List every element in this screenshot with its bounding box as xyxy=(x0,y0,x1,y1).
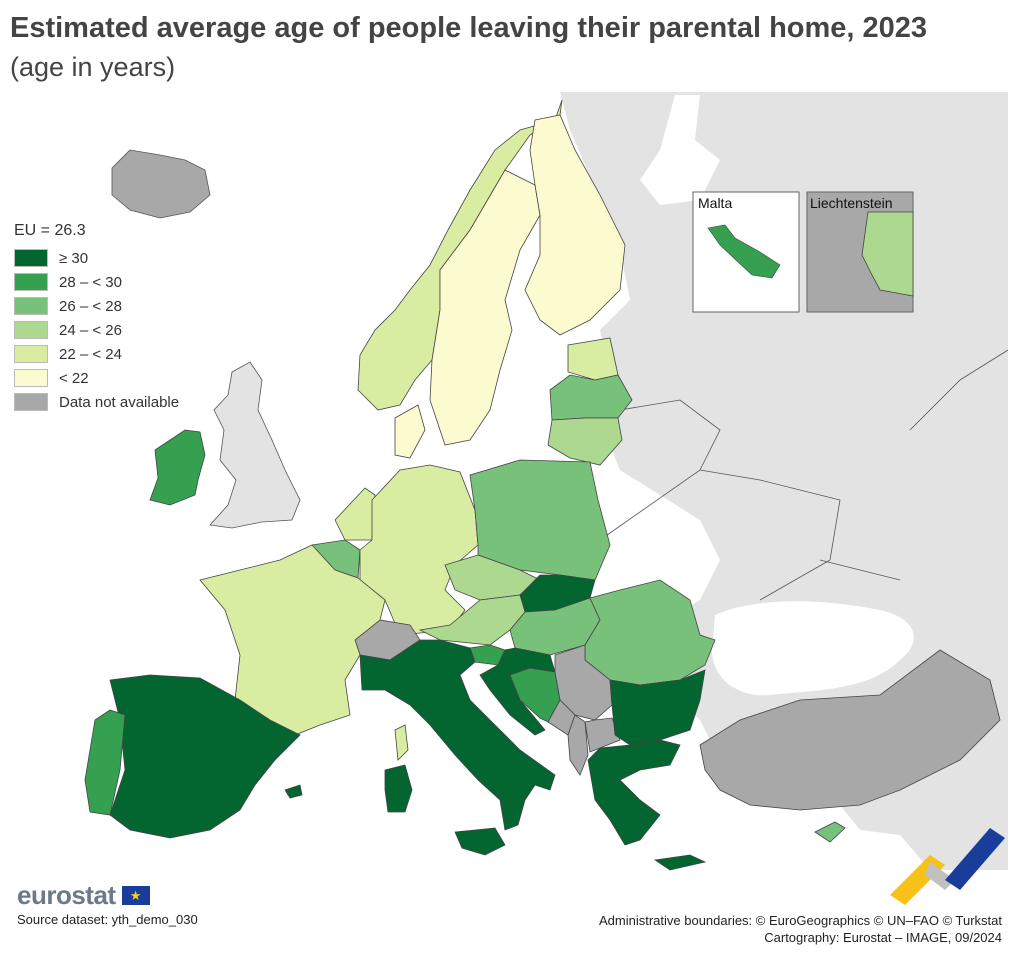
logo-text: eurostat xyxy=(17,880,116,910)
decor-chevron-blue xyxy=(945,828,1005,890)
legend-label: 26 – < 28 xyxy=(59,297,122,315)
liechtenstein-area xyxy=(861,211,914,297)
white-sea xyxy=(640,95,720,205)
eu-flag-icon: ★ xyxy=(121,886,150,905)
country-denmark xyxy=(394,404,426,459)
country-romania xyxy=(584,579,716,686)
legend-title: EU = 26.3 xyxy=(14,222,86,239)
malta-island xyxy=(707,224,781,279)
country-sweden xyxy=(429,169,541,446)
legend-label: 24 – < 26 xyxy=(59,321,122,339)
country-portugal xyxy=(84,709,126,816)
legend-item: 28 – < 30 xyxy=(14,270,179,294)
malta-inset-label: Malta xyxy=(698,195,732,211)
legend-label: 28 – < 30 xyxy=(59,273,122,291)
country-ireland xyxy=(149,429,206,506)
page-subtitle: (age in years) xyxy=(10,52,176,82)
liechtenstein-inset-label: Liechtenstein xyxy=(810,195,893,211)
page-title: Estimated average age of people leaving … xyxy=(10,12,928,44)
country-italy xyxy=(359,639,556,831)
legend-label: Data not available xyxy=(59,393,180,411)
eurostat-logo: eurostat ★ xyxy=(17,880,150,911)
decor-chevron-gray xyxy=(925,862,955,890)
legend-swatch xyxy=(14,297,48,315)
island-sicily xyxy=(454,827,506,856)
island-sardinia xyxy=(384,764,413,813)
legend-item: ≥ 30 xyxy=(14,246,179,270)
legend-swatch xyxy=(14,249,48,267)
credits-cartography: Cartography: Eurostat – IMAGE, 09/2024 xyxy=(764,930,1002,945)
legend-item: 24 – < 26 xyxy=(14,318,179,342)
country-greece xyxy=(587,739,681,846)
credits-boundaries: Administrative boundaries: © EuroGeograp… xyxy=(598,913,1002,928)
country-netherlands xyxy=(334,487,376,541)
legend-item: Data not available xyxy=(14,390,179,414)
legend-label: < 22 xyxy=(59,369,89,387)
legend-swatch xyxy=(14,393,48,411)
united-kingdom xyxy=(209,361,301,529)
credits: Administrative boundaries: © EuroGeograp… xyxy=(599,912,1002,946)
legend-item: 22 – < 24 xyxy=(14,342,179,366)
country-spain xyxy=(109,674,301,839)
black-sea xyxy=(712,601,914,696)
legend-item: < 22 xyxy=(14,366,179,390)
legend-label: ≥ 30 xyxy=(59,249,89,267)
legend: EU = 26.3 ≥ 30 28 – < 30 26 – < 28 24 – … xyxy=(14,222,179,414)
legend-label: 22 – < 24 xyxy=(59,345,122,363)
source-dataset: Source dataset: yth_demo_030 xyxy=(17,912,198,927)
country-finland xyxy=(524,114,626,336)
island-balearic xyxy=(284,784,303,799)
country-germany xyxy=(359,464,479,636)
island-corsica xyxy=(394,724,409,761)
country-serbia xyxy=(554,644,613,721)
non-eu-borders xyxy=(599,349,1009,601)
legend-swatch xyxy=(14,273,48,291)
country-lithuania xyxy=(547,417,623,466)
island-crete xyxy=(653,854,707,871)
country-bulgaria xyxy=(609,669,706,746)
country-iceland xyxy=(111,149,211,219)
country-turkey xyxy=(699,649,1001,811)
country-latvia xyxy=(549,374,633,421)
country-albania xyxy=(567,714,589,776)
country-cyprus xyxy=(814,821,846,843)
legend-swatch xyxy=(14,345,48,363)
legend-swatch xyxy=(14,369,48,387)
legend-item: 26 – < 28 xyxy=(14,294,179,318)
country-estonia xyxy=(567,337,619,381)
legend-swatch xyxy=(14,321,48,339)
